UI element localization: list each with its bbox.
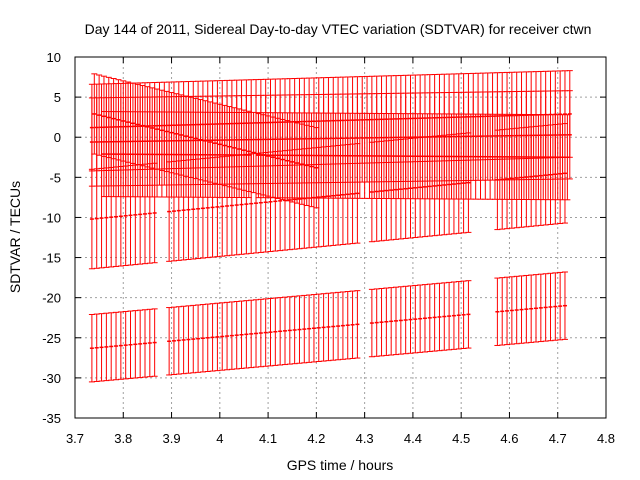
x-tick-label: 3.8 bbox=[114, 431, 132, 446]
data-series bbox=[88, 70, 573, 383]
x-tick-label: 4 bbox=[216, 431, 223, 446]
chart-title: Day 144 of 2011, Sidereal Day-to-day VTE… bbox=[85, 21, 592, 37]
x-tick-label: 4.4 bbox=[404, 431, 422, 446]
x-tick-label: 4.5 bbox=[452, 431, 470, 446]
y-tick-label: -5 bbox=[49, 170, 61, 185]
x-tick-label: 4.2 bbox=[307, 431, 325, 446]
y-tick-label: -30 bbox=[42, 371, 61, 386]
y-tick-label: -25 bbox=[42, 331, 61, 346]
y-tick-label: 5 bbox=[54, 90, 61, 105]
y-tick-label: 10 bbox=[47, 50, 61, 65]
series-1 bbox=[88, 271, 568, 383]
y-tick-label: -10 bbox=[42, 210, 61, 225]
x-tick-label: 4.6 bbox=[500, 431, 518, 446]
x-axis-label: GPS time / hours bbox=[287, 457, 394, 473]
x-tick-label: 3.9 bbox=[163, 431, 181, 446]
x-tick-label: 3.7 bbox=[66, 431, 84, 446]
y-axis-label: SDTVAR / TECUs bbox=[7, 181, 23, 293]
plot-area-frame bbox=[74, 56, 607, 419]
tick-labels: 3.7 3.8 3.9 4 4.1 4.2 4.3 4.4 4.5 4.6 4.7 4.8 10 5 0 -5… bbox=[42, 50, 615, 446]
y-tick-label: -20 bbox=[42, 291, 61, 306]
series-6 bbox=[91, 73, 320, 209]
x-tick-label: 4.3 bbox=[356, 431, 374, 446]
axis-ticks bbox=[74, 56, 607, 419]
x-tick-label: 4.1 bbox=[259, 431, 277, 446]
x-tick-label: 4.8 bbox=[597, 431, 615, 446]
y-tick-label: -15 bbox=[42, 251, 61, 266]
y-tick-label: 0 bbox=[54, 130, 61, 145]
x-tick-label: 4.7 bbox=[549, 431, 567, 446]
y-tick-label: -35 bbox=[42, 411, 61, 426]
